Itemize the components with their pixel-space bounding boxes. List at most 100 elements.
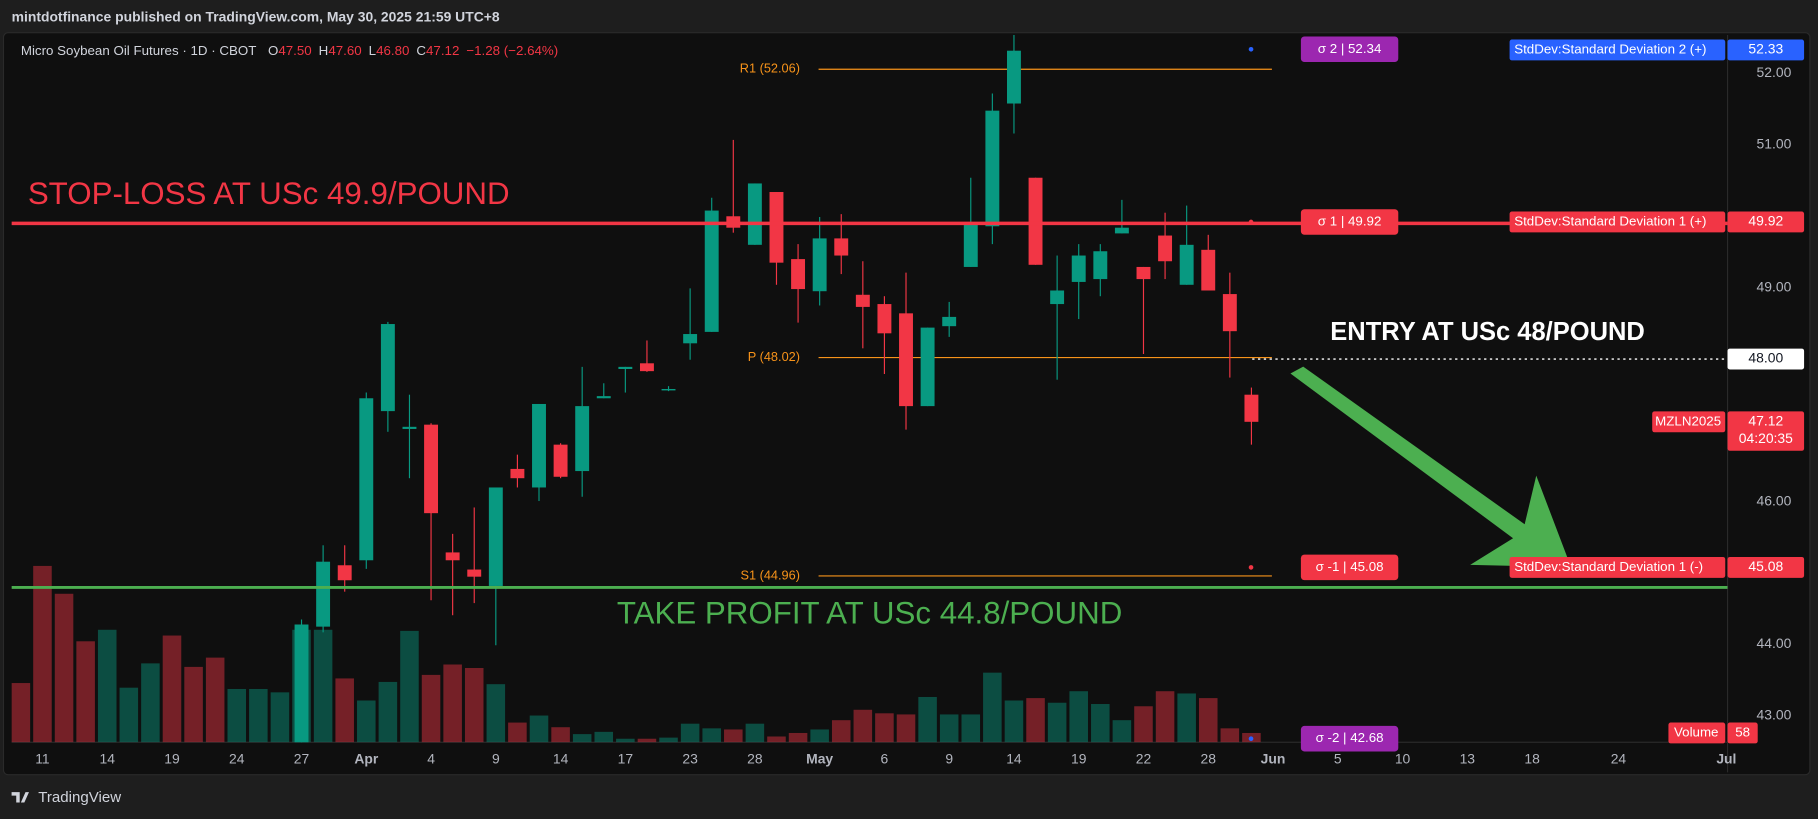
volume-bar [97, 629, 117, 743]
volume-bar [486, 684, 506, 743]
footer-logo: TradingView [11, 789, 121, 806]
volume-label-text: Volume [1674, 724, 1718, 739]
candle-body [985, 110, 1000, 227]
x-tick-label: 22 [1136, 750, 1152, 766]
volume-bar [767, 736, 786, 743]
volume-bar [1112, 720, 1132, 743]
change: −1.28 (−2.64%) [466, 43, 558, 58]
stop-loss-text: STOP-LOSS AT USc 49.9/POUND [28, 176, 510, 211]
volume-bar [443, 664, 462, 743]
stddev-axis-value: 45.08 [1748, 558, 1783, 574]
candle-body [1071, 255, 1086, 282]
candle-body [769, 192, 784, 263]
volume-bar [594, 731, 614, 743]
stddev-badge-text: σ -2 | 42.68 [1316, 730, 1384, 745]
volume-bar [810, 729, 829, 743]
volume-bar [54, 593, 74, 743]
candle-body [294, 624, 309, 743]
volume-bar [659, 737, 678, 743]
volume-bar [896, 714, 916, 743]
y-tick-label: 46.00 [1757, 492, 1792, 508]
stddev-marker [1248, 736, 1254, 742]
candle-body [553, 444, 568, 477]
volume-bar [853, 709, 873, 743]
volume-bar [637, 738, 657, 743]
x-tick-label: 14 [553, 750, 569, 766]
volume-bar [529, 715, 549, 743]
pivot-label: P (48.02) [748, 349, 800, 364]
x-tick-label: 4 [427, 750, 435, 766]
candle-body [963, 221, 978, 267]
x-tick-label: 19 [164, 750, 180, 766]
x-tick-label: 13 [1460, 750, 1476, 766]
volume-value: 58 [1735, 724, 1750, 739]
stddev-label: StdDev:Standard Deviation 2 (+) [1514, 42, 1706, 57]
candle-body [791, 259, 806, 290]
candle-body [510, 468, 525, 479]
last-price-badge [1727, 411, 1805, 451]
volume-value-bg [1727, 722, 1758, 744]
volume-bar [875, 713, 894, 743]
y-tick-label: 44.00 [1757, 635, 1792, 651]
volume-bar [162, 635, 182, 743]
legend-value: 47.12 [426, 43, 459, 58]
entry-axis-badge [1727, 348, 1805, 370]
plot [11, 35, 1728, 743]
header: mintdotfinance published on TradingView.… [12, 8, 500, 24]
volume-bar [551, 727, 570, 743]
footer-text: TradingView [38, 789, 121, 806]
y-tick-label: 49.00 [1757, 278, 1792, 294]
stddev-badge-text: σ 2 | 52.34 [1318, 41, 1382, 56]
entry-axis-label: 48.00 [1748, 350, 1783, 366]
candle-body [488, 487, 503, 586]
candle-body [402, 426, 417, 429]
candle-body [1136, 266, 1151, 280]
candle-body [1201, 249, 1216, 291]
volume-bar [918, 696, 937, 743]
candle-body [812, 238, 827, 292]
y-tick-label: 52.00 [1757, 64, 1792, 80]
pivot-label: R1 (52.06) [740, 61, 800, 76]
stddev-axis-value: 49.92 [1748, 213, 1783, 229]
candle-body [639, 363, 654, 372]
stddev-badge-text: σ 1 | 49.92 [1318, 214, 1382, 229]
candle-body [855, 294, 870, 307]
candle-body [424, 424, 439, 514]
volume-bar [961, 714, 981, 743]
candle-body [596, 396, 611, 399]
symbol: Micro Soybean Oil Futures · 1D · CBOT [21, 43, 257, 58]
stddev-badge [1300, 36, 1399, 63]
volume-bar [745, 723, 765, 743]
legend-label: H [319, 43, 329, 58]
candle-body [575, 406, 590, 472]
take-profit-text: TAKE PROFIT AT USc 44.8/POUND [617, 595, 1123, 630]
x-tick-label: 11 [35, 750, 50, 766]
volume-bar [1047, 702, 1067, 743]
stddev-label: StdDev:Standard Deviation 1 (+) [1514, 214, 1706, 229]
arrow-drawing [1290, 366, 1572, 568]
volume-bar [400, 630, 419, 743]
stddev-axis-badge [1727, 556, 1805, 578]
volume-bar [270, 692, 290, 743]
x-tick-label: May [806, 750, 833, 766]
stddev-axis-badge [1727, 39, 1805, 61]
legend-label: L [369, 43, 376, 58]
volume-bar [141, 663, 160, 743]
stddev-axis-value: 52.33 [1748, 41, 1783, 57]
stddev-label-bg [1509, 39, 1726, 61]
legend-label: O [268, 43, 278, 58]
volume-bar [249, 688, 268, 743]
last-price-symbol-bg [1652, 411, 1726, 433]
volume-bar [76, 641, 95, 743]
stddev-marker [1248, 565, 1254, 570]
last-price-symbol: MZLN2025 [1655, 413, 1721, 428]
volume-bar [1155, 691, 1175, 743]
volume-bar [983, 672, 1002, 743]
volume-bar [464, 668, 484, 743]
x-tick-label: Jul [1716, 750, 1736, 766]
candle-body [1179, 244, 1194, 285]
candle-body [1114, 227, 1129, 234]
x-tick-label: 24 [1611, 750, 1627, 766]
volume-bar [357, 700, 376, 743]
